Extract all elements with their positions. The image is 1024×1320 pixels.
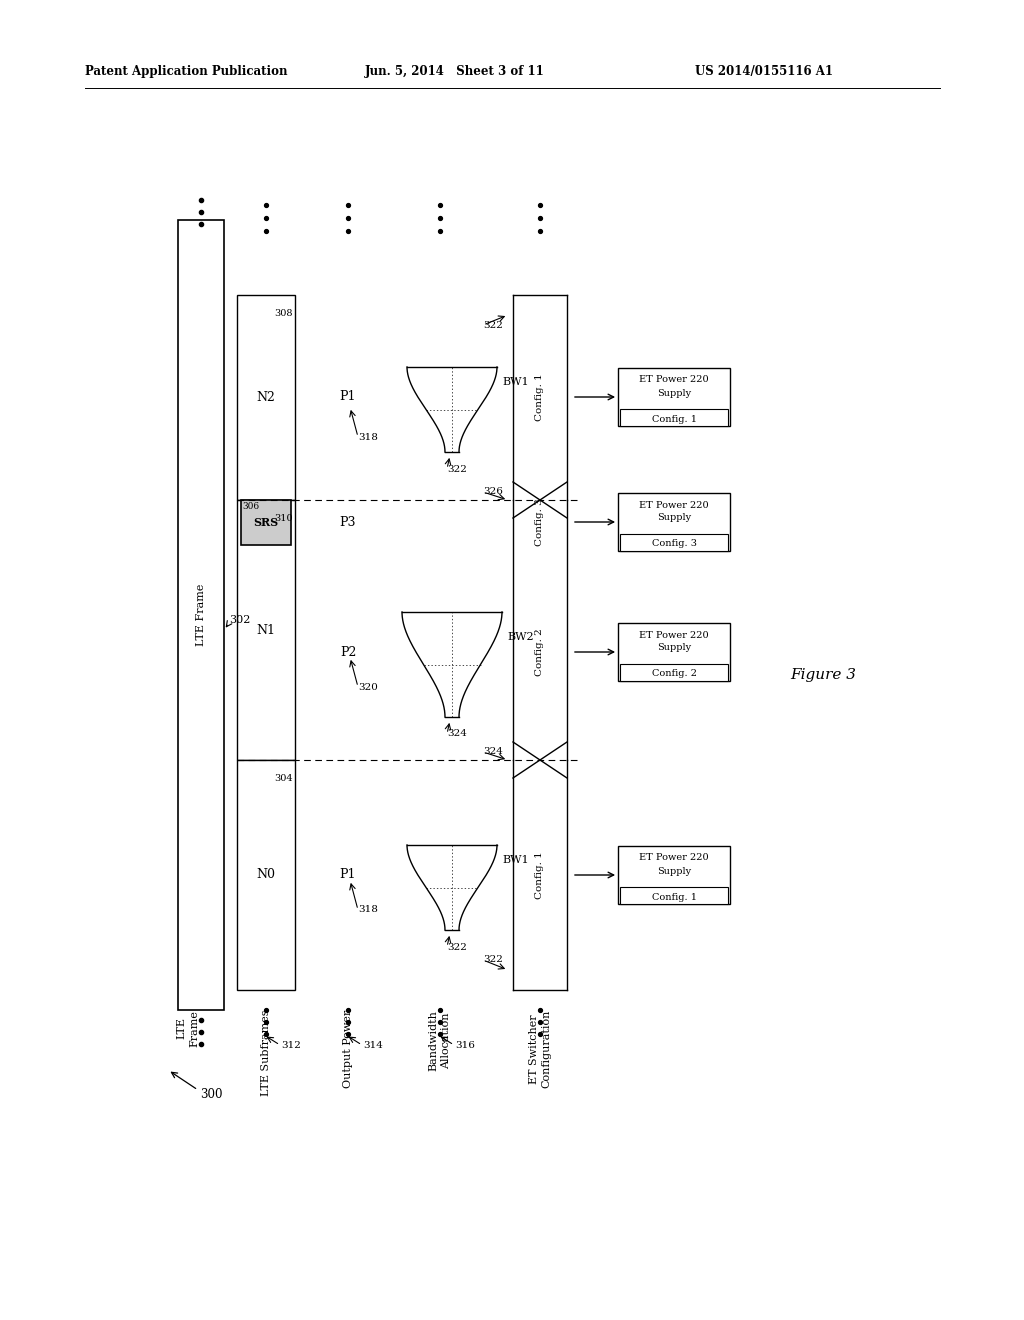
Text: 302: 302 [229, 615, 251, 624]
Bar [620, 664, 728, 681]
Bar [618, 492, 730, 550]
Text: 322: 322 [447, 942, 467, 952]
Bar [178, 220, 224, 1010]
Text: Patent Application Publication: Patent Application Publication [85, 66, 288, 78]
Text: Config. 1: Config. 1 [536, 374, 545, 421]
Bar [618, 623, 730, 681]
Bar [237, 500, 295, 760]
Bar [620, 535, 728, 550]
Bar [237, 294, 295, 500]
Text: Supply: Supply [657, 644, 691, 652]
Text: 304: 304 [274, 774, 293, 783]
Bar [237, 760, 295, 990]
Text: Config. 1: Config. 1 [536, 851, 545, 899]
Text: 324: 324 [447, 730, 467, 738]
Text: Config. 1: Config. 1 [651, 892, 696, 902]
Text: N1: N1 [256, 623, 275, 636]
Text: 318: 318 [358, 433, 378, 441]
Text: Config. 3: Config. 3 [651, 540, 696, 549]
Text: BW2: BW2 [507, 632, 534, 642]
Text: Supply: Supply [657, 866, 691, 875]
Text: 312: 312 [281, 1040, 301, 1049]
Text: ET Power 220: ET Power 220 [639, 631, 709, 639]
Text: 300: 300 [200, 1089, 222, 1101]
Bar [620, 409, 728, 426]
Text: Config. 2: Config. 2 [536, 628, 545, 676]
Text: 320: 320 [358, 682, 378, 692]
Text: 308: 308 [274, 309, 293, 318]
Text: P1: P1 [340, 391, 356, 404]
Text: 322: 322 [483, 956, 503, 965]
Text: US 2014/0155116 A1: US 2014/0155116 A1 [695, 66, 833, 78]
Text: P3: P3 [340, 516, 356, 528]
Text: BW1: BW1 [502, 855, 528, 865]
Text: SRS: SRS [253, 516, 279, 528]
Text: LTE Frame: LTE Frame [196, 583, 206, 647]
Text: P2: P2 [340, 645, 356, 659]
Text: Supply: Supply [657, 388, 691, 397]
Text: Bandwidth
Allocation: Bandwidth Allocation [429, 1010, 452, 1071]
Text: 324: 324 [483, 747, 503, 756]
Text: ET Power 220: ET Power 220 [639, 854, 709, 862]
Text: Config. 1: Config. 1 [651, 414, 696, 424]
Bar [618, 368, 730, 426]
Text: N2: N2 [257, 391, 275, 404]
Text: Supply: Supply [657, 513, 691, 523]
Text: ET Power 220: ET Power 220 [639, 375, 709, 384]
Bar [241, 500, 291, 545]
Text: 316: 316 [455, 1040, 475, 1049]
Text: 314: 314 [362, 1040, 383, 1049]
Text: 306: 306 [242, 502, 259, 511]
Text: Jun. 5, 2014   Sheet 3 of 11: Jun. 5, 2014 Sheet 3 of 11 [365, 66, 545, 78]
Text: 322: 322 [483, 321, 503, 330]
Text: Config. 3: Config. 3 [536, 498, 545, 546]
Text: P1: P1 [340, 869, 356, 882]
Text: ET Power 220: ET Power 220 [639, 500, 709, 510]
Text: Config. 2: Config. 2 [651, 669, 696, 678]
Text: 310: 310 [274, 513, 293, 523]
Text: Figure 3: Figure 3 [790, 668, 856, 682]
Text: BW1: BW1 [502, 378, 528, 387]
Text: 326: 326 [483, 487, 503, 496]
Text: Output Power: Output Power [343, 1010, 353, 1088]
Text: 318: 318 [358, 906, 378, 915]
Bar [620, 887, 728, 904]
Text: N0: N0 [256, 869, 275, 882]
Text: LTE Subframes: LTE Subframes [261, 1010, 271, 1097]
Text: LTE
Frame: LTE Frame [177, 1010, 200, 1047]
Text: 322: 322 [447, 465, 467, 474]
Text: ET Switcher
Configuration: ET Switcher Configuration [528, 1010, 551, 1089]
Bar [618, 846, 730, 904]
